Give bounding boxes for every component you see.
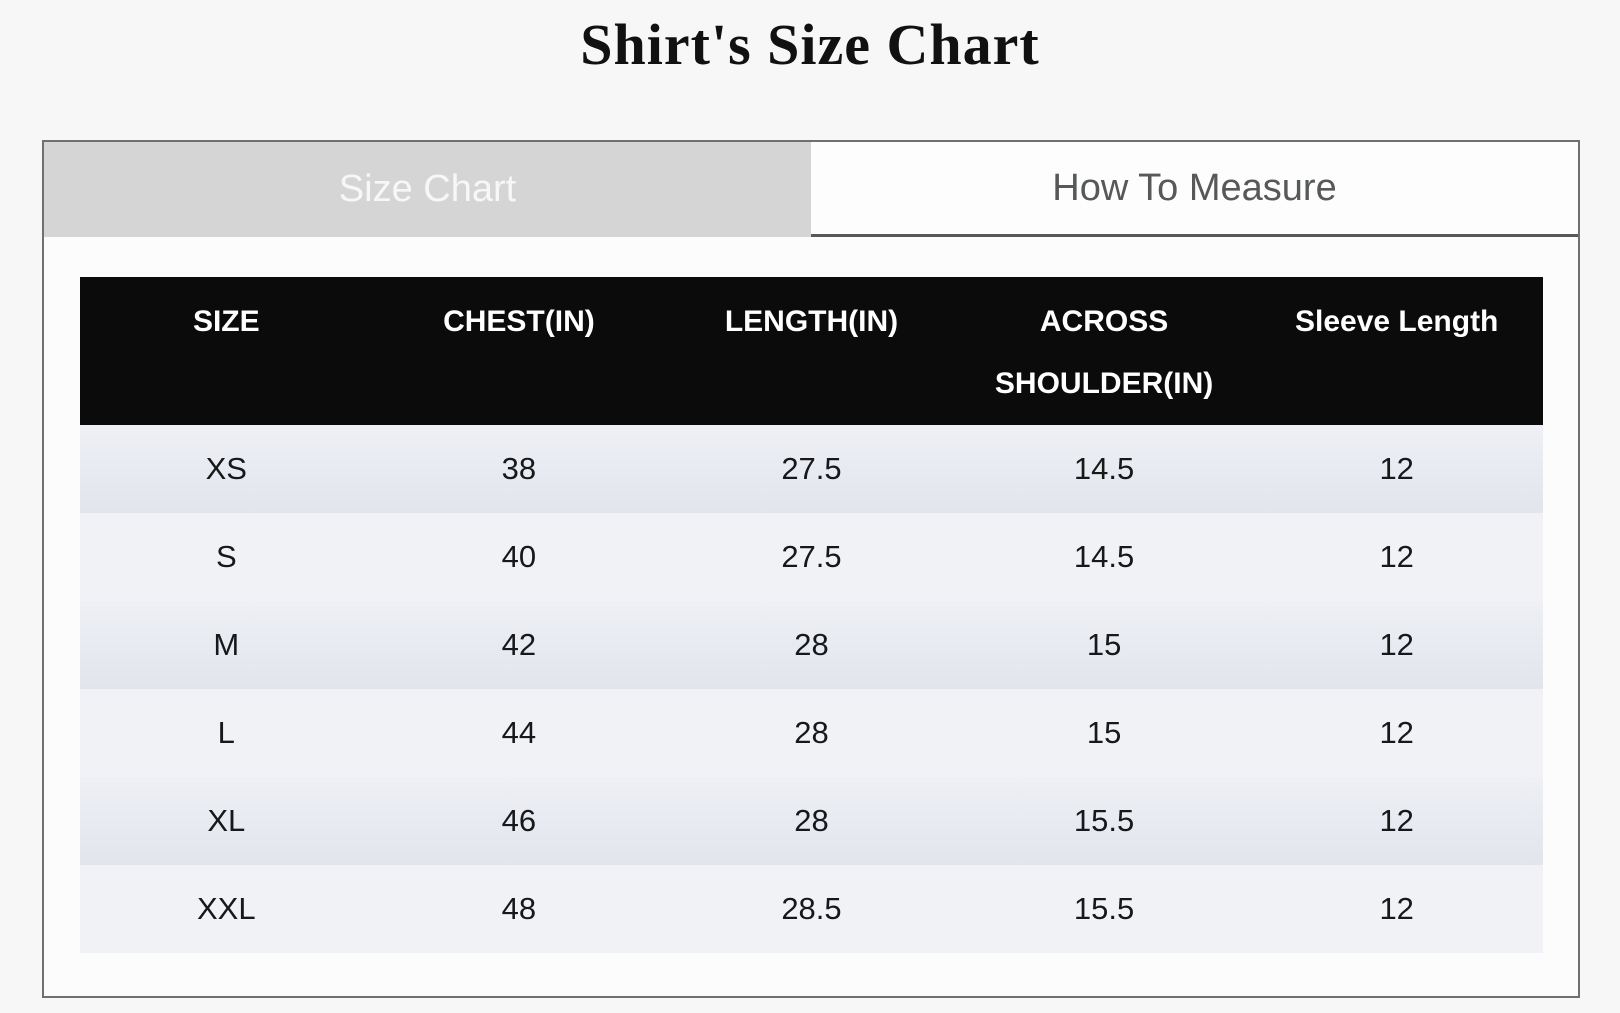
table-row: S 40 27.5 14.5 12 [80, 513, 1543, 601]
table-row: XL 46 28 15.5 12 [80, 777, 1543, 865]
table-cell: XXL [80, 865, 373, 953]
table-row: L 44 28 15 12 [80, 689, 1543, 777]
table-cell: 38 [372, 425, 666, 513]
table-cell: 12 [1250, 777, 1543, 865]
table-cell: 40 [372, 513, 666, 601]
table-cell: 46 [372, 777, 666, 865]
table-cell: 15.5 [957, 777, 1251, 865]
table-cell: 12 [1250, 425, 1543, 513]
column-header: SIZE [80, 277, 373, 425]
column-header: Sleeve Length [1250, 277, 1543, 425]
page-title: Shirt's Size Chart [580, 12, 1040, 77]
table-cell: 12 [1250, 689, 1543, 777]
table-cell: 44 [372, 689, 666, 777]
column-header: LENGTH(IN) [665, 277, 958, 425]
table-cell: XS [80, 425, 373, 513]
size-table: SIZE CHEST(IN) LENGTH(IN) ACROSS SHOULDER(I… [80, 277, 1543, 953]
table-cell: 15.5 [957, 865, 1251, 953]
table-cell: XL [80, 777, 373, 865]
table-cell: 27.5 [665, 425, 958, 513]
table-cell: 12 [1250, 865, 1543, 953]
table-row: XXL 48 28.5 15.5 12 [80, 865, 1543, 953]
table-cell: 14.5 [957, 513, 1251, 601]
table-cell: 48 [372, 865, 666, 953]
tab-bar: Size Chart How To Measure [44, 142, 1578, 237]
table-body: XS 38 27.5 14.5 12 S 40 27.5 14.5 12 M 42 28 15 12 L 44 2… [80, 425, 1543, 953]
table-cell: 14.5 [957, 425, 1251, 513]
table-cell: 27.5 [665, 513, 958, 601]
table-cell: 28 [665, 777, 958, 865]
table-cell: 28.5 [665, 865, 958, 953]
table-cell: L [80, 689, 373, 777]
table-row: M 42 28 15 12 [80, 601, 1543, 689]
tab-size-chart[interactable]: Size Chart [44, 142, 811, 237]
table-cell: 12 [1250, 513, 1543, 601]
size-chart-panel: Size Chart How To Measure SIZE CHEST(IN) L… [42, 140, 1580, 998]
column-header: ACROSS SHOULDER(IN) [957, 277, 1251, 425]
table-cell: S [80, 513, 373, 601]
column-header: CHEST(IN) [372, 277, 666, 425]
table-header-row: SIZE CHEST(IN) LENGTH(IN) ACROSS SHOULDER(I… [80, 277, 1543, 425]
table-cell: 12 [1250, 601, 1543, 689]
table-cell: 15 [957, 601, 1251, 689]
table-row: XS 38 27.5 14.5 12 [80, 425, 1543, 513]
size-table-container: SIZE CHEST(IN) LENGTH(IN) ACROSS SHOULDER(I… [80, 277, 1543, 953]
tab-how-to-measure[interactable]: How To Measure [811, 142, 1578, 237]
table-cell: 15 [957, 689, 1251, 777]
table-cell: 28 [665, 689, 958, 777]
table-cell: 28 [665, 601, 958, 689]
table-cell: 42 [372, 601, 666, 689]
table-cell: M [80, 601, 373, 689]
